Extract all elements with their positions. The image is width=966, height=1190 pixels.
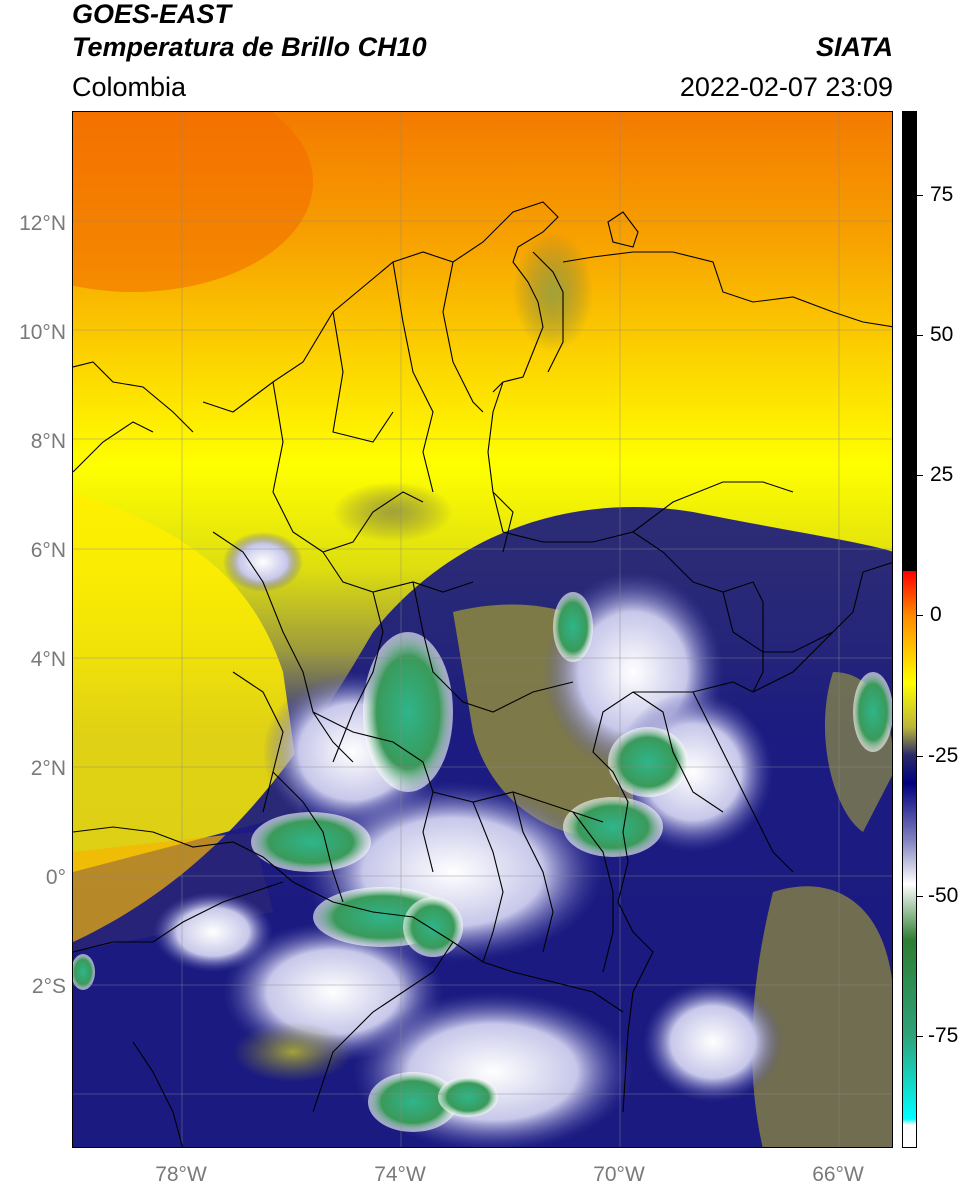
colorbar-tick-label: 0	[930, 603, 942, 627]
lon-tick-label: 66°W	[812, 1163, 864, 1186]
lat-tick-label: 2°N	[30, 757, 66, 780]
product-title: GOES-EAST	[72, 0, 232, 29]
lat-tick-label: 0°	[45, 866, 66, 889]
lon-tick-label: 70°W	[593, 1163, 645, 1186]
colorbar-tick-mark	[917, 1035, 923, 1037]
lat-tick-label: 6°N	[30, 539, 66, 562]
colorbar-tick-mark	[917, 195, 923, 197]
colorbar-tick-mark	[917, 895, 923, 897]
colorbar-tick-label: 25	[930, 463, 954, 487]
datetime-label: 2022-02-07 23:09	[679, 72, 893, 102]
colorbar-tick-label: -50	[928, 883, 959, 907]
lon-tick-label: 78°W	[155, 1163, 207, 1186]
temperature-colorbar	[902, 111, 917, 1148]
colorbar-tick-mark	[917, 335, 923, 337]
boundaries	[73, 201, 892, 1147]
source-label: SIATA	[816, 32, 893, 62]
lat-tick-label: 4°N	[30, 648, 66, 671]
lat-tick-label: 2°S	[31, 975, 66, 998]
channel-title: Temperatura de Brillo CH10	[72, 32, 427, 62]
colorbar-tick-label: -25	[928, 743, 959, 767]
colorbar-tick-label: -75	[928, 1023, 959, 1047]
lon-tick-label: 74°W	[374, 1163, 426, 1186]
lat-tick-label: 12°N	[19, 212, 66, 235]
colorbar-tick-mark	[917, 475, 923, 477]
colorbar-tick-mark	[917, 615, 923, 617]
lat-tick-label: 8°N	[30, 430, 66, 453]
region-label: Colombia	[72, 72, 187, 102]
grid-lines	[73, 112, 892, 1147]
colorbar-tick-label: 75	[930, 183, 954, 207]
colorbar-tick-label: 50	[930, 323, 954, 347]
satellite-map	[72, 111, 893, 1148]
colorbar-tick-mark	[917, 755, 923, 757]
lat-tick-label: 10°N	[19, 321, 66, 344]
